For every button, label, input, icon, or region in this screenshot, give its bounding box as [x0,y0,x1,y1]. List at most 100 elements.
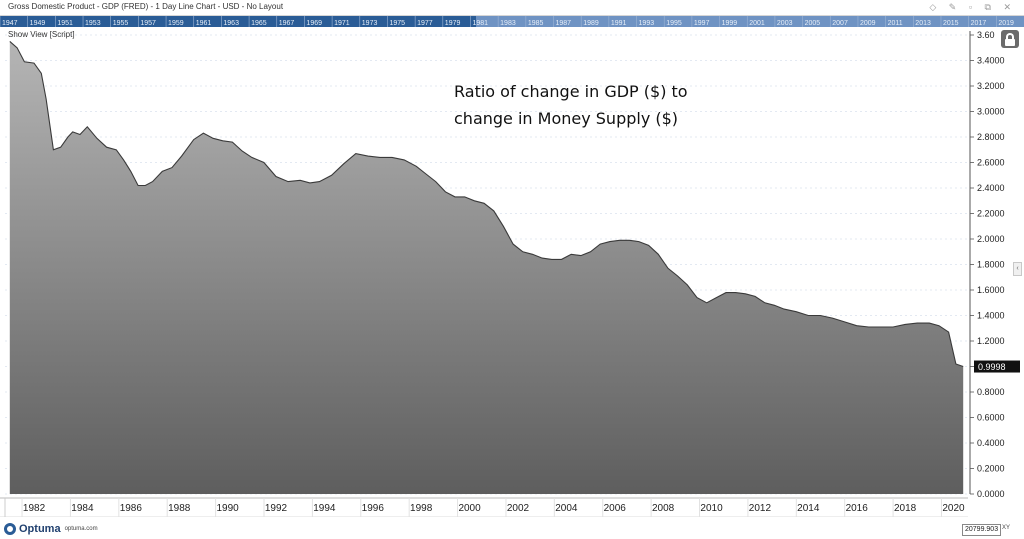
timeline-year-label: 1971 [334,20,350,27]
y-tick-label: 0.2000 [977,464,1005,474]
timeline-year-label: 2009 [860,20,876,27]
last-value-label: 0.9998 [978,362,1006,372]
x-tick-label: 2010 [700,503,723,514]
timeline-year-label: 2015 [943,20,959,27]
timeline-year-label: 1979 [445,20,461,27]
x-tick-label: 2006 [604,503,627,514]
y-tick-label: 3.4000 [977,56,1005,66]
timeline-year-label: 1987 [556,20,572,27]
y-tick-label: 2.0000 [977,234,1005,244]
timeline-year-label: 1997 [694,20,710,27]
timeline-year-label: 2001 [749,20,765,27]
x-tick-label: 2016 [846,503,869,514]
x-tick-label: 1990 [216,503,239,514]
view-label[interactable]: Show View [Script] [8,30,75,39]
x-tick-label: 2020 [942,503,965,514]
timeline-year-label: 2019 [998,20,1014,27]
timeline-year-labels: 1947 1949 1951 1953 1955 1957 1959 1961 1963 1965… [0,16,1014,27]
series-area [9,40,964,495]
y-tick-label: 0.0000 [977,489,1005,499]
timeline-year-label: 1955 [113,20,129,27]
window-controls[interactable]: ◇ ✎ ▫ ⧉ ✕ [929,2,1016,12]
timeline-year-label: 1981 [472,20,488,27]
x-tick-label: 1982 [23,503,46,514]
timeline-year-label: 1989 [583,20,599,27]
timeline-year-label: 1947 [2,20,18,27]
crosshair-value: 20799.903 [962,524,1002,536]
timeline-year-label: 1953 [85,20,101,27]
expand-icon[interactable]: ‹ [1013,262,1022,276]
y-tick-label: 3.2000 [977,81,1005,91]
y-tick-label: 2.8000 [977,132,1005,142]
x-tick-label: 2008 [652,503,675,514]
y-tick-label: 1.4000 [977,311,1005,321]
x-tick-label: 2012 [749,503,772,514]
y-tick-label: 0.8000 [977,387,1005,397]
timeline-year-label: 1985 [528,20,544,27]
y-tick-label: 2.4000 [977,183,1005,193]
chart-annotation: Ratio of change in GDP ($) to change in … [454,78,688,132]
footer: Optuma optuma.com [0,517,1024,539]
timeline-year-label: 1993 [639,20,655,27]
y-tick-label: 1.2000 [977,336,1005,346]
timeline-year-label: 1957 [140,20,156,27]
x-tick-label: 1986 [120,503,143,514]
annotation-line-2: change in Money Supply ($) [454,109,679,128]
timeline-year-label: 1999 [722,20,738,27]
timeline-year-label: 1991 [611,20,627,27]
lock-icon[interactable] [1001,30,1019,48]
y-tick-label: 2.2000 [977,209,1005,219]
crosshair-xy-toggle[interactable]: XY [1002,525,1011,531]
x-tick-label: 2014 [797,503,820,514]
logo-url: optuma.com [64,526,98,532]
y-tick-label: 1.6000 [977,285,1005,295]
y-tick-label: 3.0000 [977,107,1005,117]
timeline-year-label: 1977 [417,20,433,27]
timeline-year-label: 1961 [196,20,212,27]
timeline-year-label: 2003 [777,20,793,27]
x-tick-label: 2018 [894,503,917,514]
axes: 0.00000.20000.40000.60000.80001.00001.20… [0,30,1020,517]
y-tick-label: 0.6000 [977,413,1005,423]
window-title: Gross Domestic Product - GDP (FRED) - 1 … [8,2,284,11]
x-tick-label: 1988 [168,503,191,514]
x-tick-label: 1994 [313,503,336,514]
timeline-year-label: 1949 [30,20,46,27]
x-tick-label: 2000 [458,503,481,514]
timeline-year-label: 1965 [251,20,267,27]
x-tick-label: 1992 [265,503,288,514]
timeline-navigator[interactable]: 1947 1949 1951 1953 1955 1957 1959 1961 1963 1965… [0,16,1024,27]
timeline-year-label: 1995 [666,20,682,27]
optuma-logo-icon: Optuma optuma.com [4,522,98,536]
last-value-box [974,360,1020,373]
timeline-year-label: 2017 [971,20,987,27]
chart-plot[interactable]: 0.00000.20000.40000.60000.80001.00001.20… [0,27,1024,517]
y-tick-label: 0.4000 [977,438,1005,448]
y-tick-label: 1.8000 [977,260,1005,270]
timeline-visible-range[interactable] [476,16,1024,27]
title-bar: Gross Domestic Product - GDP (FRED) - 1 … [0,0,1024,16]
lock-body [1005,39,1015,46]
timeline-year-label: 1967 [279,20,295,27]
x-tick-label: 2004 [555,503,578,514]
timeline-year-label: 2011 [888,20,903,27]
x-tick-label: 1984 [71,503,94,514]
timeline-year-label: 1975 [389,20,405,27]
timeline-year-label: 1969 [306,20,322,27]
logo-mark [4,523,16,535]
timeline-year-label: 1959 [168,20,184,27]
x-tick-label: 1998 [410,503,433,514]
series-line [9,40,964,368]
timeline-year-label: 2007 [832,20,848,27]
timeline-year-label: 1983 [500,20,516,27]
timeline-year-label: 2005 [805,20,821,27]
timeline-year-label: 1973 [362,20,378,27]
timeline-year-label: 2013 [915,20,931,27]
logo-text: Optuma [19,523,61,535]
x-tick-label: 2002 [507,503,530,514]
x-tick-label: 1996 [362,503,385,514]
series-area-fill [9,41,964,495]
lock-shackle [1006,33,1014,41]
timeline-year-label: 1963 [223,20,239,27]
